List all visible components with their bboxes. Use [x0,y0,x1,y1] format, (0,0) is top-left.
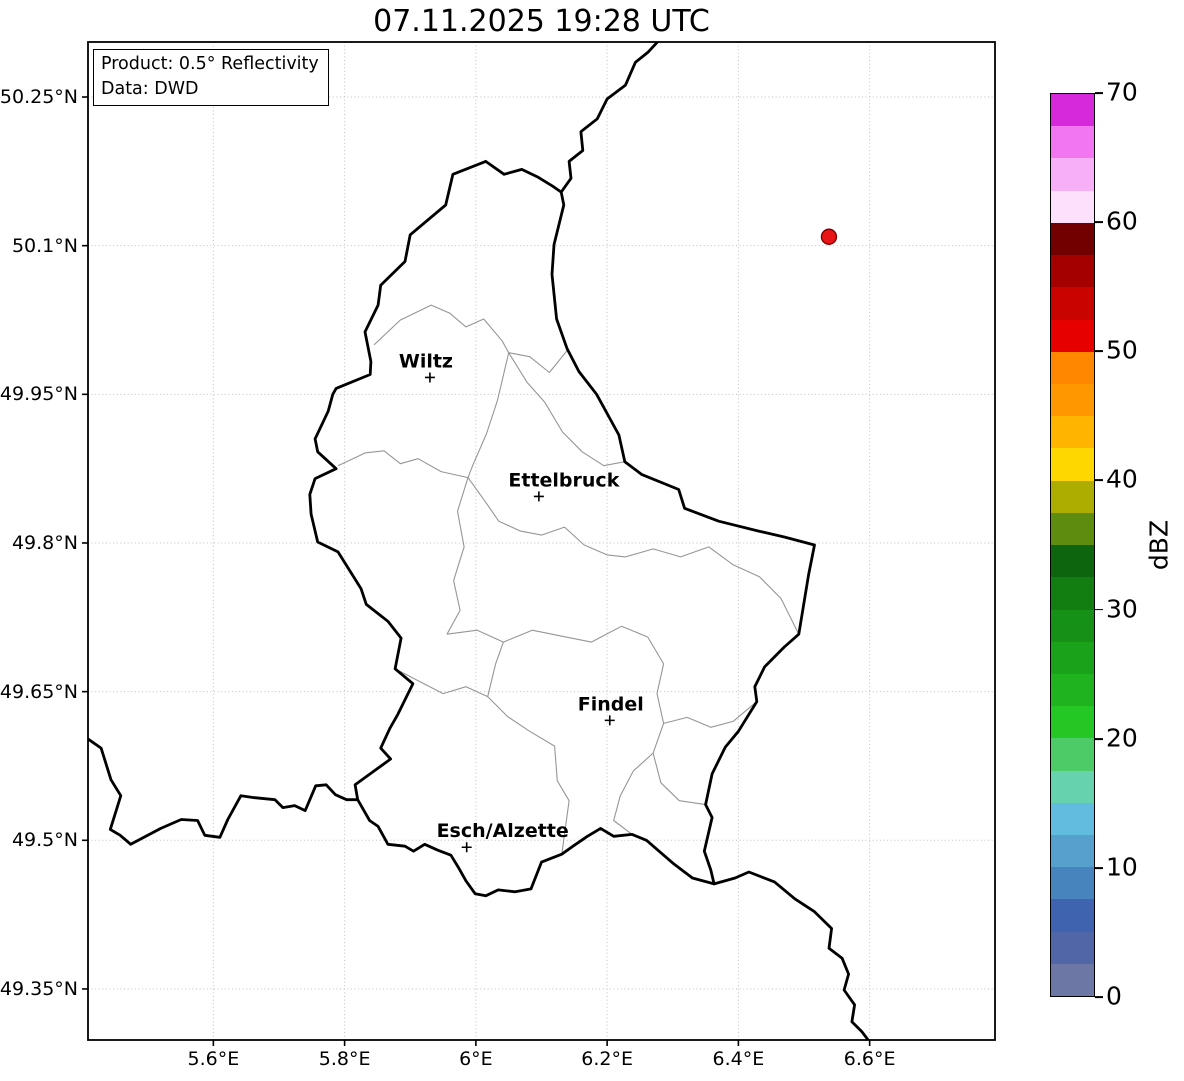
colorbar-tick-label: 70 [1106,77,1138,107]
city-label: Esch/Alzette [437,820,569,842]
district-border-path [487,641,504,697]
district-border-path [373,304,510,353]
product-info-line1: Product: 0.5° Reflectivity [101,54,319,74]
y-tick-label: 50.25°N [0,86,78,108]
country-border-path [712,870,870,1040]
colorbar-tick-label: 0 [1106,981,1122,1011]
y-tick-label: 50.1°N [11,234,78,257]
colorbar-tick-label: 20 [1106,723,1138,753]
colorbar-segment [1051,126,1094,159]
colorbar-segment [1051,94,1094,127]
y-tick-label: 49.35°N [0,977,78,1000]
x-tick-label: 5.8°E [318,1048,371,1070]
district-border-path [467,477,626,558]
colorbar-segment [1051,512,1094,546]
city-label: Ettelbruck [508,469,619,491]
district-border-path [467,352,510,478]
page-title: 07.11.2025 19:28 UTC [373,4,710,39]
city-label: Findel [578,693,644,715]
product-info-line2: Data: DWD [101,78,199,99]
district-border-path [663,701,758,728]
colorbar-segment [1051,867,1094,900]
colorbar-tickmark [1095,221,1103,224]
city-plus-marker [424,372,435,383]
city-plus-marker [461,842,472,853]
x-tick-label: 6.4°E [712,1048,765,1070]
country-border-path [88,737,360,846]
colorbar-segment [1051,706,1094,739]
colorbar-segment [1051,963,1094,997]
x-tick-label: 6.6°E [843,1048,896,1070]
colorbar-tickmark [1095,92,1103,94]
colorbar-tick-label: 50 [1106,335,1138,365]
colorbar-segment [1051,931,1094,964]
colorbar-segment [1051,641,1094,674]
colorbar-axis-label: dBZ [1144,519,1174,571]
district-border-path [508,352,625,467]
colorbar-tick-label: 40 [1106,464,1138,494]
country-border-path [559,42,660,194]
district-border-path [613,752,654,835]
colorbar-tickmark [1095,608,1103,611]
colorbar-segment [1051,480,1094,513]
colorbar-segment [1051,287,1094,320]
colorbar-segment [1051,158,1094,191]
y-tick-label: 49.65°N [0,680,78,703]
x-tick-label: 6°E [459,1048,493,1070]
city-label: Wiltz [399,350,453,372]
city-plus-marker [604,715,615,726]
colorbar-segment [1051,416,1094,449]
plot-frame [87,41,996,1041]
colorbar-segment [1051,351,1094,384]
district-border-path [337,450,469,479]
colorbar-segment [1051,383,1094,417]
colorbar-segment [1051,899,1094,932]
district-border-path [647,636,706,806]
colorbar-segment [1051,319,1094,352]
y-tick-label: 49.95°N [0,383,78,406]
colorbar-segment [1051,770,1094,803]
city-plus-marker [533,491,544,502]
colorbar-segment [1051,448,1094,481]
reflectivity-colorbar [1050,93,1095,997]
product-info-box: Product: 0.5° Reflectivity Data: DWD [93,49,329,106]
colorbar-tickmark [1095,996,1103,998]
district-border-path [508,349,569,374]
x-tick-label: 6.2°E [581,1048,633,1070]
country-border-path [308,159,816,898]
x-tick-label: 5.6°E [187,1048,240,1070]
colorbar-tickmark [1095,479,1103,482]
colorbar-segment [1051,255,1094,288]
district-border-path [394,668,570,855]
district-border-path [446,625,649,643]
colorbar-tick-label: 60 [1106,206,1138,236]
y-tick-label: 49.8°N [11,531,78,554]
colorbar-segment [1051,577,1094,610]
colorbar-segment [1051,835,1094,868]
colorbar-segment [1051,190,1094,223]
colorbar-segment [1051,545,1094,578]
colorbar-tickmark [1095,350,1103,353]
y-tick-label: 49.5°N [11,829,78,852]
colorbar-segment [1051,673,1094,707]
colorbar-tick-label: 30 [1106,593,1138,623]
colorbar-segment [1051,222,1094,256]
district-border-path [446,477,469,635]
graticule-gridlines [88,42,995,1040]
colorbar-segment [1051,738,1094,771]
colorbar-segment [1051,802,1094,836]
district-border-path [625,546,800,635]
colorbar-tick-label: 10 [1106,852,1138,882]
colorbar-tickmark [1095,866,1103,869]
colorbar-tickmark [1095,737,1103,740]
radar-site-marker[interactable] [820,228,838,245]
colorbar-segment [1051,609,1094,642]
